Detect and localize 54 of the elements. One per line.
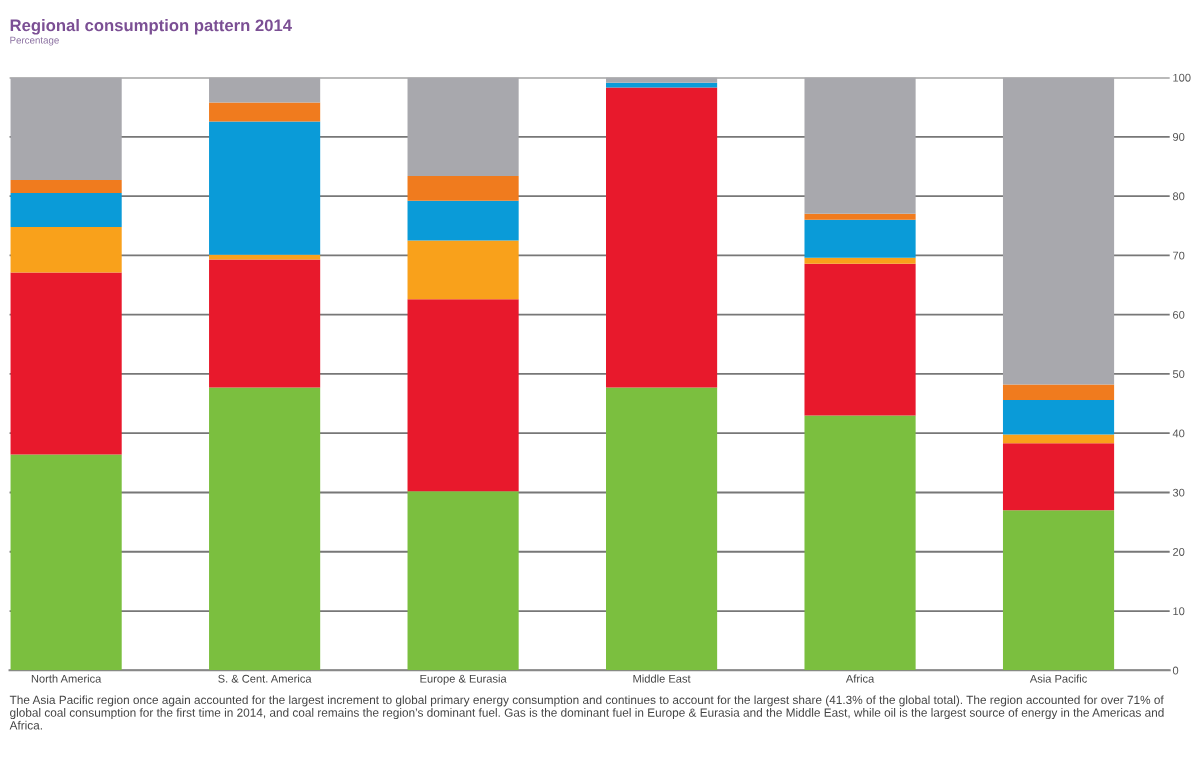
y-tick-label: 20 xyxy=(1173,548,1185,556)
bar xyxy=(407,299,519,492)
y-tick-label: 60 xyxy=(1173,310,1185,319)
bar xyxy=(10,180,122,194)
bar xyxy=(407,491,519,671)
y-tick-label: 100 xyxy=(1173,73,1191,82)
bar xyxy=(209,102,321,122)
x-tick-label: Asia Pacific xyxy=(1029,674,1087,683)
y-tick-label: 10 xyxy=(1173,607,1185,616)
bar xyxy=(407,200,519,241)
y-tick-label: 90 xyxy=(1172,133,1185,141)
bar xyxy=(209,77,321,103)
bar xyxy=(1002,510,1115,671)
y-tick-label: 0 xyxy=(1172,666,1179,675)
bar xyxy=(606,387,718,671)
bar xyxy=(407,77,519,176)
bar xyxy=(10,272,122,455)
y-tick-label: 50 xyxy=(1172,370,1185,379)
bar xyxy=(209,387,321,671)
bar xyxy=(804,213,916,220)
bar xyxy=(10,77,122,181)
bar xyxy=(1002,384,1115,400)
x-tick-label: Middle East xyxy=(633,674,691,683)
y-tick-label: 80 xyxy=(1172,192,1185,201)
x-tick-label: Africa xyxy=(845,674,875,683)
bar xyxy=(209,259,321,388)
bar xyxy=(10,454,122,671)
bar xyxy=(804,219,916,258)
bar xyxy=(606,77,718,83)
bar xyxy=(1002,400,1115,435)
bar xyxy=(10,226,122,273)
bar xyxy=(10,193,122,227)
bar xyxy=(1002,443,1115,511)
bar xyxy=(209,121,321,255)
bar xyxy=(606,82,718,88)
bar xyxy=(1002,77,1115,385)
bar xyxy=(804,77,916,214)
bar xyxy=(209,254,321,260)
bar xyxy=(407,240,519,300)
text: The Asia Pacific region once again accounted for the largest increment to global primary energy consumption and continues to account for the largest share (41.3% of the global total). The region accounted for over 71% of global coal consumption for the first time in 2014, and coal remains the region’s dominant fuel. Gas is the dominant fuel in Europe & Eurasia and the Middle East, while oil is the largest source of energy in the Americas and Africa. xyxy=(9,695,1164,730)
chart-subtitle: Percentage xyxy=(10,36,59,46)
bar xyxy=(804,263,916,416)
bar xyxy=(1002,434,1115,444)
bar xyxy=(407,175,519,201)
x-tick-label: S. & Cent. America xyxy=(218,674,312,683)
y-tick-label: 30 xyxy=(1172,488,1185,497)
y-tick-label: 40 xyxy=(1172,429,1185,438)
bar xyxy=(804,257,916,264)
y-tick-label: 70 xyxy=(1173,251,1185,260)
chart-title: Regional consumption pattern 2014 xyxy=(10,19,292,35)
x-tick-label: Europe & Eurasia xyxy=(420,674,507,685)
bar xyxy=(804,415,916,671)
bar xyxy=(606,87,718,388)
x-tick-label: North America xyxy=(31,674,102,683)
